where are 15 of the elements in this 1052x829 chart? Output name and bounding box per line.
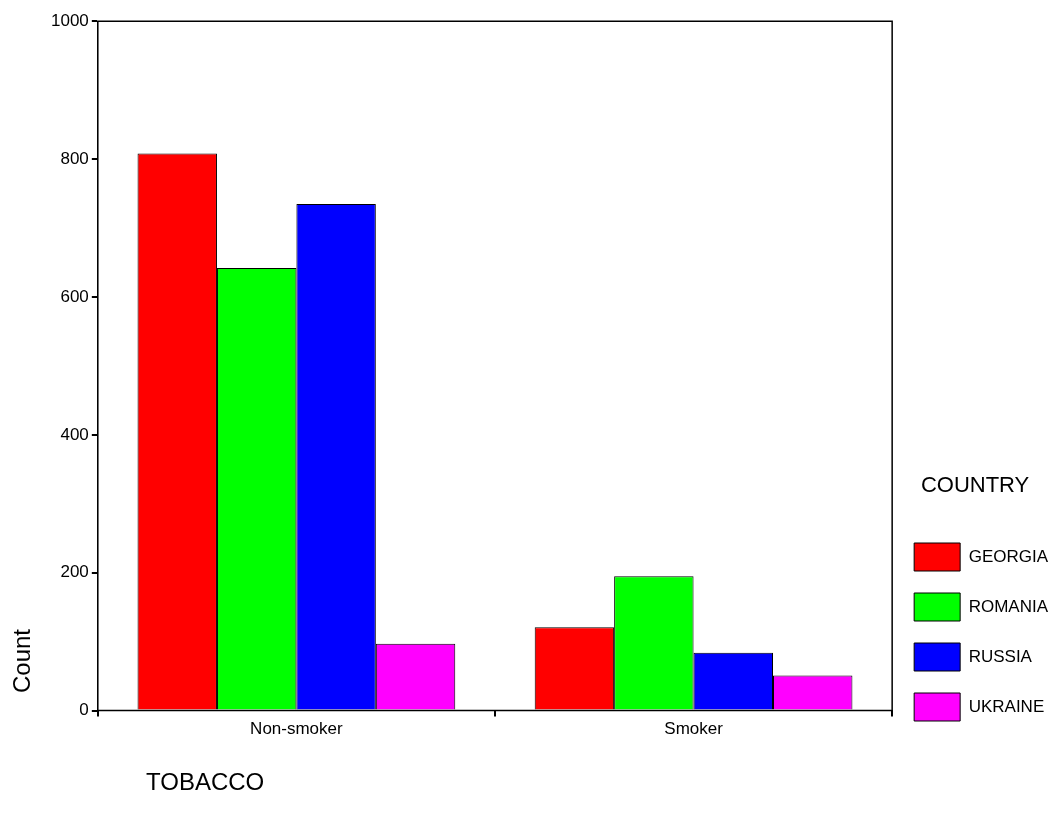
legend-label: RUSSIA (968, 646, 1033, 666)
x-tick-label: Smoker (664, 719, 724, 739)
legend-title: COUNTRY (920, 471, 1030, 497)
y-axis-title: Count (8, 628, 36, 693)
y-tick-label: 0 (79, 700, 89, 720)
y-tick-label: 1000 (50, 10, 89, 30)
y-tick-label: 400 (60, 424, 89, 444)
legend-label: UKRAINE (968, 696, 1045, 716)
y-tick-label: 800 (60, 148, 89, 168)
legend-label: ROMANIA (968, 596, 1049, 616)
x-axis-title: TOBACCO (146, 768, 265, 796)
legend-label: GEORGIA (968, 546, 1049, 566)
y-tick-label: 200 (60, 562, 89, 582)
y-tick-label: 600 (60, 286, 89, 306)
x-tick-label: Non-smoker (250, 719, 344, 739)
